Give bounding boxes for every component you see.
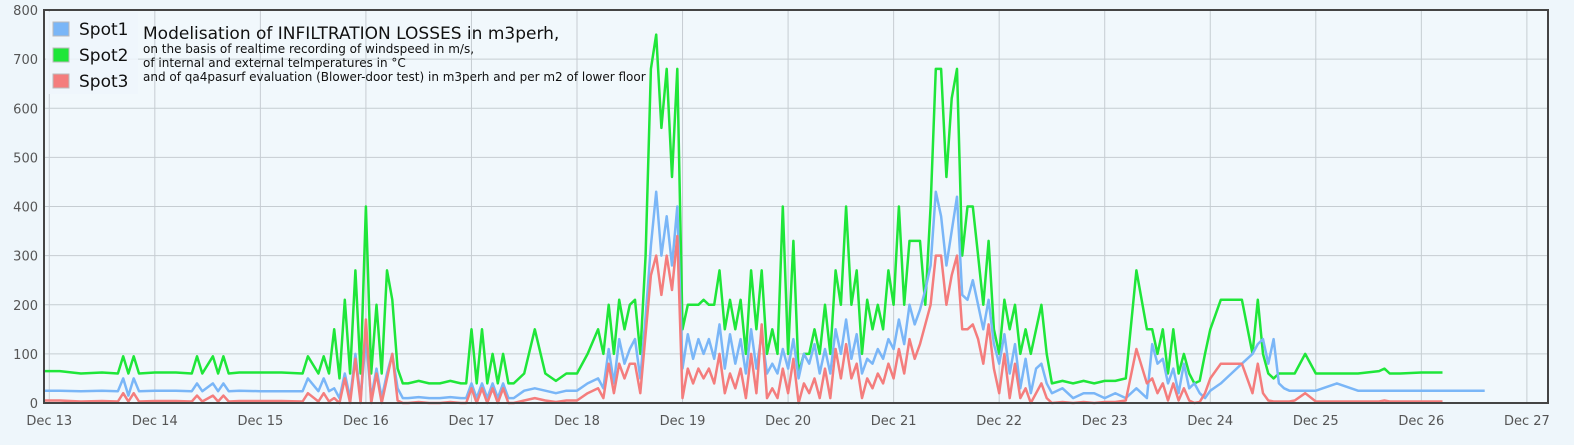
series-line-spot3[interactable] — [44, 234, 1443, 405]
y-tick-label: 600 — [13, 102, 38, 117]
y-tick-label: 300 — [13, 250, 38, 265]
x-tick-label: Dec 15 — [237, 414, 283, 429]
y-tick-label: 100 — [13, 348, 38, 363]
legend[interactable]: Spot1 Spot2 Spot3 — [46, 12, 138, 94]
legend-item-spot1[interactable]: Spot1 — [52, 20, 128, 40]
legend-swatch-spot1 — [52, 21, 70, 37]
x-tick-label: Dec 22 — [976, 414, 1022, 429]
legend-item-spot3[interactable]: Spot3 — [52, 72, 128, 92]
x-tick-label: Dec 27 — [1504, 414, 1550, 429]
x-tick-label: Dec 26 — [1398, 414, 1444, 429]
legend-label-spot3: Spot3 — [79, 72, 128, 92]
legend-item-spot2[interactable]: Spot2 — [52, 46, 128, 66]
legend-label-spot2: Spot2 — [79, 46, 128, 66]
x-tick-label: Dec 18 — [554, 414, 600, 429]
x-tick-label: Dec 13 — [26, 414, 72, 429]
y-tick-label: 500 — [13, 151, 38, 166]
legend-swatch-spot3 — [52, 73, 70, 89]
series-line-spot2[interactable] — [44, 33, 1443, 385]
x-tick-label: Dec 24 — [1187, 414, 1233, 429]
chart-title-block: Modelisation of INFILTRATION LOSSES in m… — [143, 24, 646, 84]
x-tick-label: Dec 20 — [765, 414, 811, 429]
chart-subtitle-line-3: and of qa4pasurf evaluation (Blower-door… — [143, 70, 646, 84]
x-tick-label: Dec 17 — [449, 414, 495, 429]
legend-swatch-spot2 — [52, 47, 70, 63]
series-lines — [44, 33, 1485, 405]
x-tick-label: Dec 23 — [1082, 414, 1128, 429]
x-tick-label: Dec 14 — [132, 414, 178, 429]
y-tick-label: 0 — [30, 397, 38, 412]
y-tick-label: 700 — [13, 53, 38, 68]
chart-subtitle-line-2: of internal and external telmperatures i… — [143, 56, 406, 70]
chart-subtitle-line-1: on the basis of realtime recording of wi… — [143, 42, 474, 56]
plot-border — [43, 9, 1549, 404]
x-tick-label: Dec 19 — [660, 414, 706, 429]
chart-title: Modelisation of INFILTRATION LOSSES in m… — [143, 24, 559, 44]
axis-labels: 0 100 200 300 400 500 600 700 800 Dec 13 Dec 14 Dec… — [13, 4, 1550, 429]
y-tick-label: 200 — [13, 299, 38, 314]
legend-label-spot1: Spot1 — [79, 20, 128, 40]
x-tick-label: Dec 21 — [871, 414, 917, 429]
y-tick-label: 400 — [13, 201, 38, 216]
x-tick-label: Dec 16 — [343, 414, 389, 429]
y-tick-label: 800 — [13, 4, 38, 19]
x-tick-label: Dec 25 — [1293, 414, 1339, 429]
